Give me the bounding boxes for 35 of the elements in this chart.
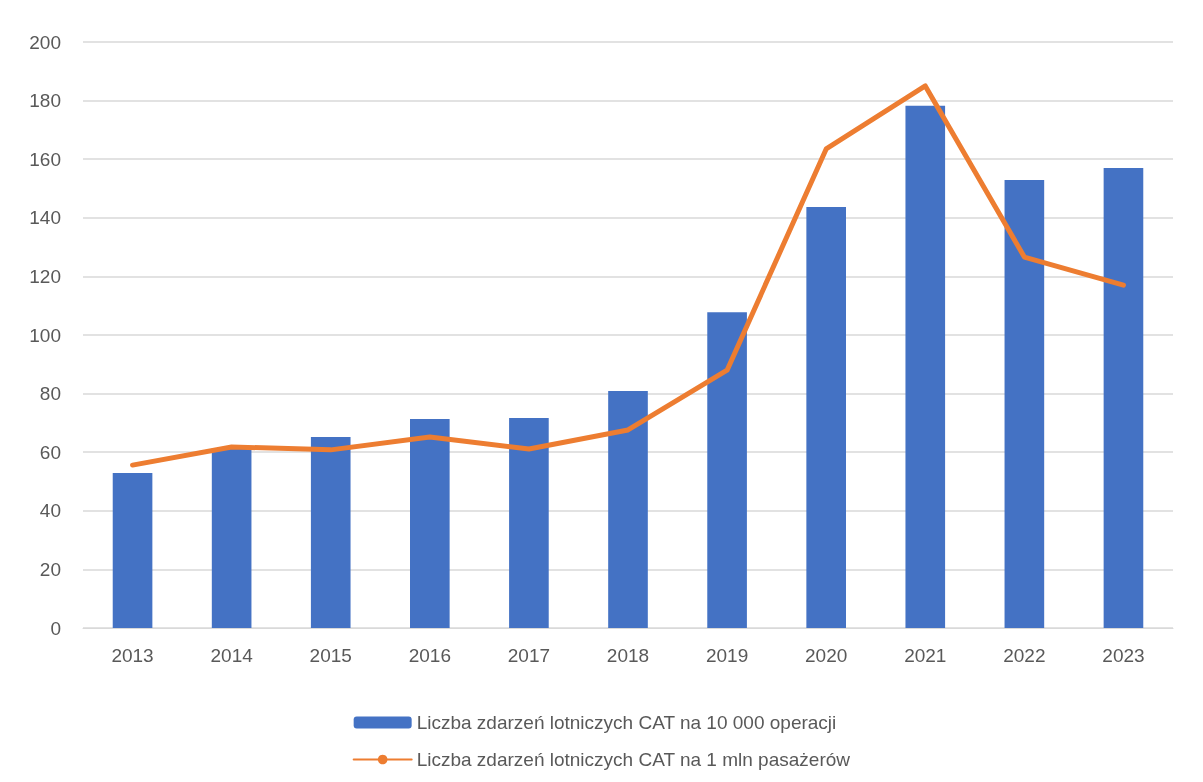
x-tick-label: 2014 <box>210 645 254 666</box>
bar <box>1004 180 1045 628</box>
bar <box>608 390 648 628</box>
x-tick-label: 2017 <box>507 645 551 666</box>
x-tick-label: 2020 <box>805 645 848 666</box>
bar <box>310 436 351 628</box>
x-tick-label: 2019 <box>705 645 749 666</box>
x-tick-label: 2022 <box>1003 645 1046 666</box>
x-tick-label: 2016 <box>408 645 451 666</box>
y-tick-label: 160 <box>29 148 61 170</box>
x-tick-label: 2023 <box>1102 645 1145 666</box>
bar <box>905 105 946 628</box>
x-tick-label: 2015 <box>309 645 352 666</box>
y-tick-label: 20 <box>39 558 61 580</box>
y-tick-label: 60 <box>39 441 61 463</box>
y-tick-label: 100 <box>29 324 61 346</box>
bar <box>707 312 747 628</box>
y-tick-label: 180 <box>29 90 61 112</box>
x-tick-label: 2013 <box>111 645 154 666</box>
y-tick-label: 0 <box>50 617 61 639</box>
y-tick-label: 40 <box>39 500 61 522</box>
y-tick-label: 200 <box>29 31 61 53</box>
x-tick-label: 2021 <box>904 645 947 666</box>
bar <box>1103 167 1144 628</box>
bar <box>806 206 846 628</box>
legend-label: Liczba zdarzeń lotniczych CAT na 10 000 operacji <box>416 712 837 733</box>
bar <box>211 448 252 628</box>
bar <box>410 419 450 628</box>
bar <box>112 473 153 628</box>
y-tick-label: 140 <box>29 207 61 229</box>
legend-label: Liczba zdarzeń lotniczych CAT na 1 mln pasażerów <box>416 749 851 770</box>
y-tick-label: 120 <box>29 265 61 287</box>
x-tick-label: 2018 <box>606 645 650 666</box>
y-tick-label: 80 <box>39 383 61 405</box>
bar <box>509 417 549 628</box>
